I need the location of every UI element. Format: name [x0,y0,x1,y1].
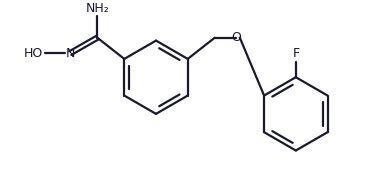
Text: F: F [292,47,299,60]
Text: N: N [66,47,75,60]
Text: HO: HO [24,47,43,60]
Text: NH₂: NH₂ [86,2,109,15]
Text: O: O [231,31,241,44]
